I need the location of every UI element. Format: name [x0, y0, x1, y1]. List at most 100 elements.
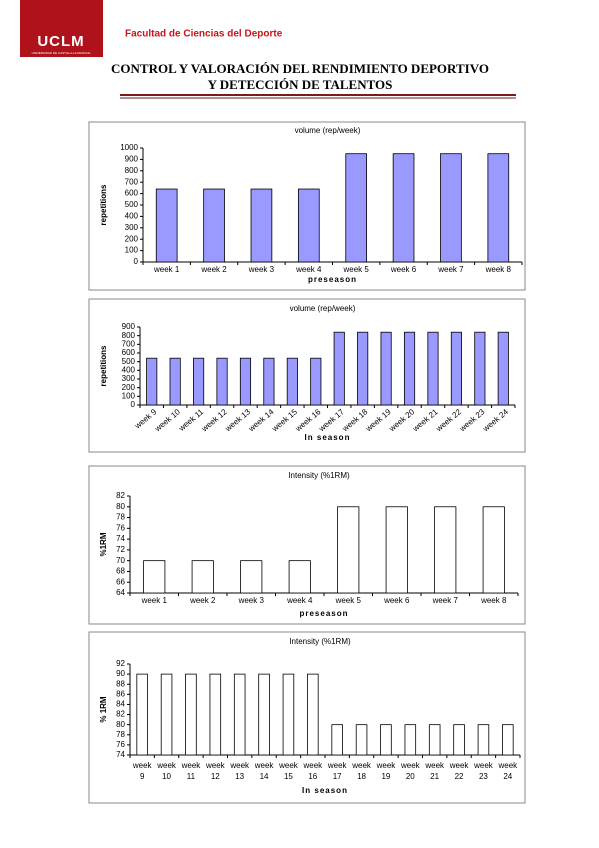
x-tick-label: week 13: [223, 407, 253, 434]
x-tick-label: week 7: [437, 265, 464, 274]
chart-title: Intensity (%1RM): [289, 637, 351, 646]
y-axis-label: repetitions: [99, 345, 108, 386]
bar: [380, 724, 392, 756]
y-tick-label: 68: [116, 567, 125, 576]
bar: [404, 724, 417, 756]
chart-title: volume (rep/week): [295, 126, 361, 135]
y-axis-label: % 1RM: [99, 696, 108, 723]
y-tick-label: 66: [116, 577, 125, 586]
x-tick-label: week 9: [132, 761, 153, 781]
x-tick-label: week 16: [293, 407, 323, 434]
y-tick-label: 64: [116, 588, 125, 597]
logo: UCLM: [37, 33, 84, 50]
x-tick-label: week 20: [400, 761, 421, 781]
y-tick-label: 88: [116, 679, 125, 688]
bar: [209, 673, 222, 756]
bar: [258, 673, 270, 756]
y-tick-label: 80: [116, 502, 125, 511]
x-tick-label: week 6: [390, 265, 417, 274]
bar: [428, 724, 441, 756]
x-tick-label: week 15: [278, 761, 299, 781]
x-tick-label: week 4: [295, 265, 322, 274]
y-tick-label: 300: [122, 374, 136, 383]
y-tick-label: 72: [116, 545, 125, 554]
y-axis-label: %1RM: [99, 532, 108, 556]
bar: [286, 357, 298, 406]
bar: [193, 357, 205, 406]
bar: [160, 673, 173, 756]
x-tick-label: week 14: [246, 407, 276, 434]
x-tick-label: week 17: [316, 407, 346, 434]
x-tick-label: week 22: [449, 761, 470, 781]
bar: [487, 153, 510, 263]
x-tick-label: week 2: [189, 596, 216, 605]
chart-title: volume (rep/week): [290, 304, 356, 313]
y-tick-label: 0: [134, 257, 139, 266]
x-tick-label: week 8: [485, 265, 512, 274]
x-tick-label: week 20: [387, 407, 417, 434]
bar: [239, 357, 252, 406]
y-tick-label: 78: [116, 730, 125, 739]
bar: [143, 560, 166, 594]
y-tick-label: 84: [116, 700, 125, 709]
x-tick-label: week 3: [238, 596, 265, 605]
y-axis-label: repetitions: [99, 184, 108, 225]
y-tick-label: 400: [122, 365, 136, 374]
y-tick-label: 1000: [120, 143, 138, 152]
bar: [297, 188, 320, 263]
bar: [288, 560, 311, 594]
y-tick-label: 500: [122, 357, 136, 366]
x-axis-label: preseason: [308, 275, 357, 284]
bar: [250, 188, 273, 263]
x-tick-label: week 1: [141, 596, 168, 605]
y-tick-label: 400: [125, 212, 139, 221]
bar: [240, 560, 263, 594]
bar: [331, 724, 343, 756]
x-tick-label: week 12: [205, 761, 226, 781]
x-tick-label: week 11: [176, 407, 205, 434]
doc-title: CONTROL Y VALORACIÓN DEL RENDIMIENTO DEP…: [111, 61, 489, 76]
y-tick-label: 70: [116, 556, 125, 565]
chart-title: Intensity (%1RM): [288, 471, 350, 480]
bar: [502, 724, 514, 756]
x-tick-label: week 5: [335, 596, 362, 605]
y-tick-label: 100: [122, 391, 136, 400]
bar: [474, 331, 486, 406]
x-tick-label: week 19: [376, 761, 397, 781]
bar: [191, 560, 214, 594]
y-tick-label: 200: [125, 234, 139, 243]
y-tick-label: 86: [116, 689, 125, 698]
y-tick-label: 700: [125, 177, 139, 186]
y-tick-label: 74: [116, 750, 125, 759]
x-tick-label: week 18: [340, 407, 370, 434]
bar: [477, 724, 490, 756]
bar: [263, 357, 275, 406]
bar: [380, 331, 392, 406]
x-tick-label: week 10: [156, 761, 177, 781]
x-axis-label: In season: [302, 786, 348, 795]
bar: [453, 724, 465, 756]
bar: [497, 331, 509, 406]
bar: [450, 331, 462, 406]
bar: [169, 357, 181, 406]
x-tick-label: week 18: [351, 761, 372, 781]
chart-frame: [88, 121, 526, 291]
y-tick-label: 900: [125, 155, 139, 164]
bar: [337, 506, 360, 594]
x-tick-label: week 7: [432, 596, 459, 605]
x-tick-label: week 23: [473, 761, 494, 781]
y-tick-label: 900: [122, 322, 136, 331]
y-tick-label: 800: [122, 331, 136, 340]
x-tick-label: week 21: [410, 407, 440, 434]
x-tick-label: week 17: [327, 761, 348, 781]
x-tick-label: week 21: [424, 761, 445, 781]
x-tick-label: week 2: [200, 265, 227, 274]
chart-frame: [88, 631, 526, 804]
bar: [155, 188, 178, 263]
y-tick-label: 76: [116, 740, 125, 749]
bar: [203, 188, 225, 263]
y-tick-label: 200: [122, 383, 136, 392]
x-tick-label: week 23: [457, 407, 487, 434]
x-tick-label: week 15: [270, 407, 300, 434]
